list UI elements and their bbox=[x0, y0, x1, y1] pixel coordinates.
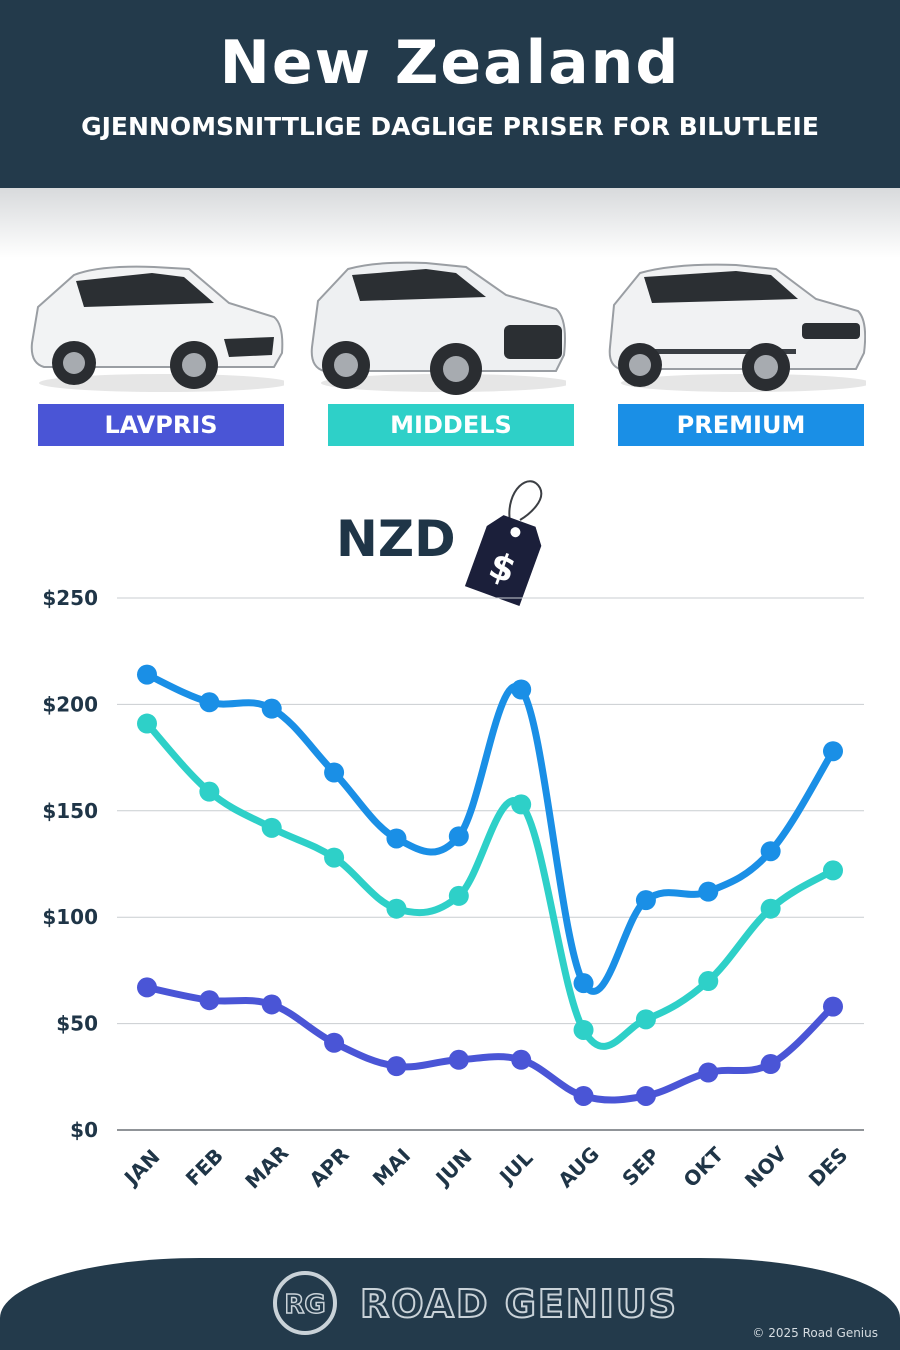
y-tick-label: $200 bbox=[42, 692, 98, 716]
data-point-middels bbox=[635, 1009, 656, 1030]
data-point-middels bbox=[573, 1019, 594, 1040]
x-axis-ticks: JAN FEB MAR APR MAI JUN JUL AUG SEP OKT NOV DES bbox=[118, 1141, 852, 1194]
data-point-middels bbox=[823, 860, 843, 881]
x-tick-label: JUN bbox=[430, 1144, 477, 1191]
data-point-middels bbox=[698, 971, 719, 992]
x-tick-label: MAR bbox=[240, 1141, 293, 1194]
series-line-lavpris bbox=[143, 983, 837, 1104]
category-label-lavpris: LAVPRIS bbox=[38, 404, 284, 446]
data-point-premium bbox=[137, 664, 157, 685]
data-point-premium bbox=[324, 762, 345, 783]
data-point-premium bbox=[511, 679, 532, 700]
x-tick-label: SEP bbox=[617, 1143, 664, 1190]
data-point-lavpris bbox=[324, 1032, 345, 1053]
data-point-lavpris bbox=[823, 996, 843, 1017]
suv-car-icon bbox=[310, 261, 566, 395]
x-tick-label: MAI bbox=[368, 1143, 415, 1190]
data-point-lavpris bbox=[760, 1054, 781, 1075]
line-chart: $0 $50 $100 $150 $200 $250 JAN FEB MAR APR MAI JUN… bbox=[42, 586, 864, 1194]
x-tick-label: APR bbox=[305, 1142, 354, 1191]
chart-series bbox=[137, 664, 843, 1106]
y-tick-label: $50 bbox=[56, 1012, 98, 1036]
data-point-middels bbox=[324, 847, 345, 868]
chart-grid bbox=[117, 597, 864, 1131]
category-label-premium: PREMIUM bbox=[618, 404, 864, 446]
x-tick-label: FEB bbox=[181, 1144, 228, 1191]
y-tick-label: $100 bbox=[42, 905, 98, 929]
x-tick-label: DES bbox=[804, 1143, 853, 1192]
y-tick-label: $150 bbox=[42, 799, 98, 823]
copyright-text: © 2025 Road Genius bbox=[752, 1326, 878, 1340]
data-point-lavpris bbox=[199, 990, 220, 1011]
data-point-premium bbox=[698, 881, 719, 902]
header-banner: New Zealand GJENNOMSNITTLIGE DAGLIGE PRI… bbox=[0, 0, 900, 188]
data-point-premium bbox=[386, 828, 407, 849]
data-point-lavpris bbox=[573, 1085, 594, 1106]
page-title: New Zealand bbox=[219, 28, 681, 98]
hatchback-car-icon bbox=[30, 265, 284, 392]
data-point-premium bbox=[261, 698, 282, 719]
y-tick-label: $0 bbox=[70, 1118, 98, 1142]
data-point-middels bbox=[448, 885, 469, 906]
page-subtitle: GJENNOMSNITTLIGE DAGLIGE PRISER FOR BILU… bbox=[81, 112, 819, 141]
data-point-lavpris bbox=[137, 977, 157, 998]
luxury-suv-car-icon bbox=[608, 263, 866, 392]
footer-banner bbox=[0, 1258, 900, 1350]
data-point-lavpris bbox=[698, 1062, 719, 1083]
price-tag-icon: $ bbox=[464, 480, 543, 607]
data-point-middels bbox=[760, 898, 781, 919]
x-tick-label: AUG bbox=[553, 1142, 604, 1193]
data-point-middels bbox=[511, 794, 532, 815]
data-point-premium bbox=[199, 692, 220, 713]
x-tick-label: JUL bbox=[493, 1146, 537, 1190]
data-point-middels bbox=[199, 781, 220, 802]
y-tick-label: $250 bbox=[42, 586, 98, 610]
data-point-middels bbox=[261, 817, 282, 838]
data-point-lavpris bbox=[635, 1085, 656, 1106]
brand-name: ROAD GENIUS bbox=[359, 1281, 679, 1327]
data-point-lavpris bbox=[261, 994, 282, 1015]
data-point-middels bbox=[137, 713, 157, 734]
data-point-premium bbox=[760, 841, 781, 862]
currency-label: NZD bbox=[336, 510, 456, 568]
road-genius-logo-icon: RG bbox=[273, 1271, 337, 1335]
x-tick-label: JAN bbox=[118, 1145, 164, 1191]
data-point-premium bbox=[635, 890, 656, 911]
header-shadow bbox=[0, 188, 900, 258]
data-point-middels bbox=[386, 898, 407, 919]
x-tick-label: OKT bbox=[679, 1142, 729, 1192]
data-point-lavpris bbox=[448, 1049, 469, 1070]
data-point-lavpris bbox=[511, 1049, 532, 1070]
data-point-premium bbox=[823, 741, 843, 762]
data-point-premium bbox=[448, 826, 469, 847]
data-point-lavpris bbox=[386, 1056, 407, 1077]
x-tick-label: NOV bbox=[740, 1141, 792, 1193]
y-axis-ticks: $0 $50 $100 $150 $200 $250 bbox=[42, 586, 98, 1142]
category-label-middels: MIDDELS bbox=[328, 404, 574, 446]
logo-text: RG bbox=[284, 1290, 325, 1320]
data-point-premium bbox=[573, 973, 594, 994]
